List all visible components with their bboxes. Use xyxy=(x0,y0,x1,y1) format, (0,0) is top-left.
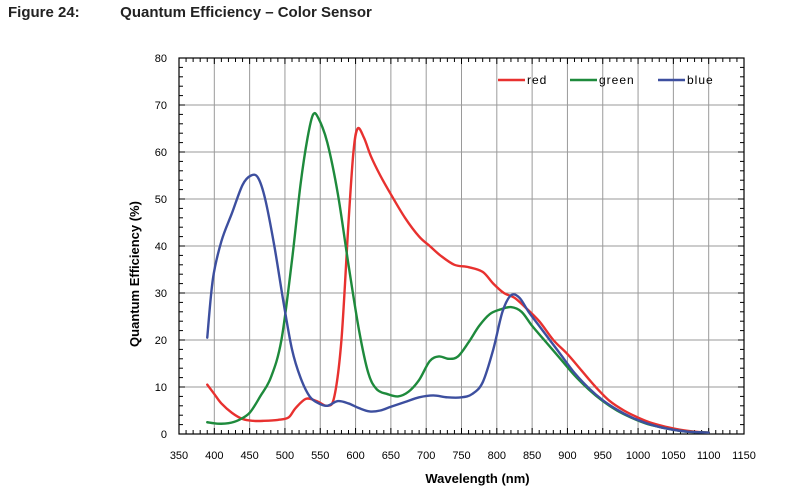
figure-header: Figure 24: Quantum Efficiency – Color Se… xyxy=(8,4,372,21)
series-line-blue xyxy=(206,173,710,434)
y-tick-label: 0 xyxy=(161,429,167,441)
x-tick-label: 400 xyxy=(205,450,223,462)
y-tick-label: 50 xyxy=(155,194,167,206)
x-tick-label: 900 xyxy=(558,450,576,462)
x-tick-label: 1000 xyxy=(626,450,650,462)
x-tick-label: 950 xyxy=(594,450,612,462)
x-axis-title: Wavelength (nm) xyxy=(425,471,529,486)
y-tick-label: 10 xyxy=(155,382,167,394)
x-tick-label: 1100 xyxy=(697,450,721,462)
y-tick-label: 80 xyxy=(155,53,167,65)
series-line-green xyxy=(206,111,710,434)
grid xyxy=(179,58,744,434)
y-tick-label: 60 xyxy=(155,147,167,159)
axis-ticks: 350 400 450 500 550 600 650 700 750 800 850 900 950 1… xyxy=(155,53,756,462)
x-tick-label: 350 xyxy=(170,450,188,462)
x-tick-label: 750 xyxy=(452,450,470,462)
x-tick-label: 800 xyxy=(488,450,506,462)
x-tick-label: 1050 xyxy=(661,450,685,462)
y-tick-label: 30 xyxy=(155,288,167,300)
x-tick-label: 700 xyxy=(417,450,435,462)
series-line-red xyxy=(206,126,710,434)
x-tick-label: 600 xyxy=(346,450,364,462)
x-tick-label: 550 xyxy=(311,450,329,462)
x-tick-label: 1150 xyxy=(732,450,756,462)
figure-title: Quantum Efficiency – Color Sensor xyxy=(120,4,372,21)
legend-label-red: red xyxy=(527,73,547,87)
x-tick-label: 450 xyxy=(240,450,258,462)
legend-label-green: green xyxy=(599,73,635,87)
y-axis-title: Quantum Efficiency (%) xyxy=(127,201,142,347)
figure-number: Figure 24: xyxy=(8,4,80,21)
series-lines xyxy=(206,111,710,434)
legend-label-blue: blue xyxy=(687,73,714,87)
x-tick-label: 650 xyxy=(382,450,400,462)
legend: red green blue xyxy=(498,73,714,87)
x-tick-label: 500 xyxy=(276,450,294,462)
x-tick-label: 850 xyxy=(523,450,541,462)
y-tick-label: 20 xyxy=(155,335,167,347)
y-tick-label: 40 xyxy=(155,241,167,253)
y-tick-label: 70 xyxy=(155,100,167,112)
